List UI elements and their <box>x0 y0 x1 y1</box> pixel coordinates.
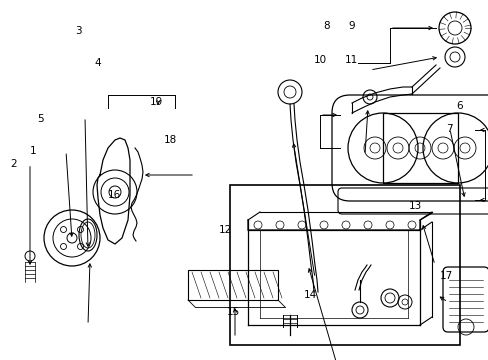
Text: 7: 7 <box>446 124 452 134</box>
Text: 2: 2 <box>10 159 17 169</box>
Text: 19: 19 <box>149 96 163 107</box>
Text: 15: 15 <box>226 307 240 318</box>
Text: 9: 9 <box>348 21 355 31</box>
Text: 14: 14 <box>303 290 317 300</box>
Text: 17: 17 <box>438 271 452 282</box>
Text: 1: 1 <box>30 146 37 156</box>
Text: 16: 16 <box>108 190 122 200</box>
Text: 10: 10 <box>313 55 326 66</box>
Bar <box>229 185 459 345</box>
Text: 3: 3 <box>75 26 81 36</box>
Text: 13: 13 <box>408 201 422 211</box>
Text: 12: 12 <box>218 225 231 235</box>
Text: 8: 8 <box>323 21 329 31</box>
Text: 6: 6 <box>455 101 462 111</box>
Text: 5: 5 <box>37 114 43 124</box>
Text: 18: 18 <box>163 135 177 145</box>
Bar <box>187 270 278 300</box>
Text: 11: 11 <box>344 55 357 66</box>
Text: 4: 4 <box>94 58 101 68</box>
Bar <box>382 113 457 183</box>
